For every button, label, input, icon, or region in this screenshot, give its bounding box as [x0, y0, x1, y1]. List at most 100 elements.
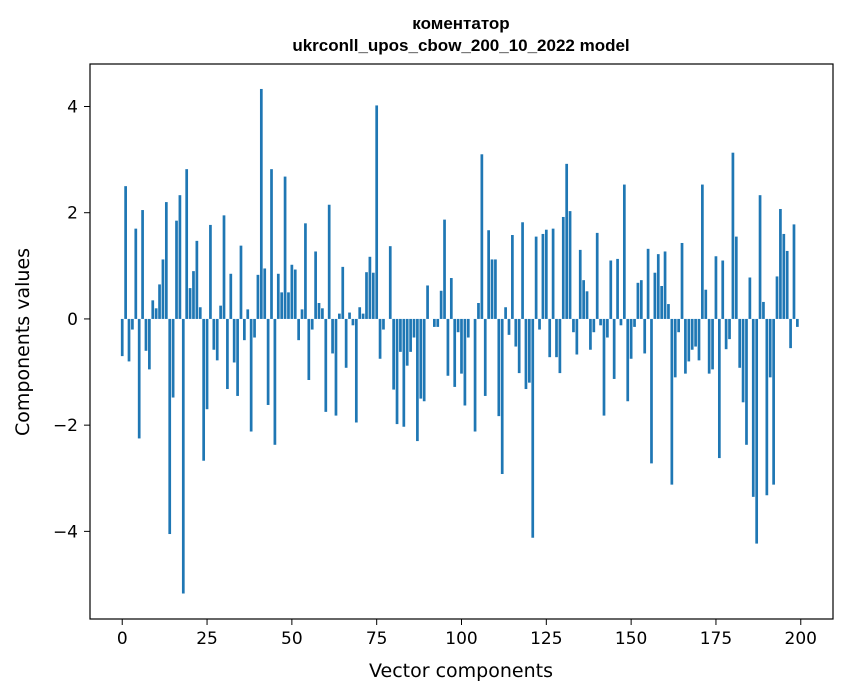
bar-130	[561, 216, 565, 319]
bar-0	[120, 318, 124, 357]
bar-171	[701, 184, 704, 319]
bar-22	[195, 240, 199, 319]
bar-38	[249, 318, 253, 432]
bar-28	[215, 318, 219, 361]
bar-47	[280, 292, 284, 319]
bar-194	[779, 208, 782, 319]
bar-74	[371, 272, 375, 319]
x-tick-label: 175	[700, 629, 732, 649]
bar-11	[158, 284, 161, 319]
bar-10	[154, 308, 158, 319]
bar-7	[144, 318, 148, 351]
bar-15	[171, 318, 175, 398]
bar-156	[650, 318, 653, 464]
x-tick-label: 150	[615, 629, 647, 649]
bar-13	[164, 202, 168, 319]
bar-117	[517, 318, 521, 374]
bar-182	[738, 318, 742, 368]
x-tick-label: 50	[281, 629, 303, 649]
bar-54	[304, 223, 307, 319]
bar-116	[514, 318, 518, 347]
bar-192	[772, 318, 775, 485]
bar-152	[636, 282, 640, 319]
chart-title-line1: коментатор	[412, 14, 509, 33]
bar-92	[433, 318, 436, 327]
bar-187	[755, 318, 759, 544]
bar-25	[205, 318, 209, 410]
bar-33	[232, 318, 236, 363]
bar-35	[239, 245, 243, 319]
bar-133	[572, 318, 575, 333]
bar-110	[494, 259, 497, 319]
bar-73	[368, 256, 372, 319]
bar-5	[137, 318, 141, 439]
bar-101	[463, 318, 467, 406]
bar-104	[473, 318, 477, 432]
bar-197	[789, 318, 792, 349]
bar-158	[656, 254, 660, 319]
bar-99	[456, 318, 460, 333]
bar-9	[151, 300, 155, 319]
bar-70	[358, 307, 362, 319]
bar-17	[178, 195, 182, 319]
bar-140	[595, 232, 599, 319]
bar-68	[351, 318, 355, 326]
x-tick-label: 200	[785, 629, 817, 649]
bar-100	[460, 318, 463, 374]
bar-60	[324, 318, 328, 412]
bar-199	[796, 318, 799, 327]
bar-146	[616, 258, 619, 319]
bar-51	[293, 269, 297, 319]
bar-24	[202, 318, 206, 461]
y-tick-label: 2	[67, 204, 78, 224]
bar-21	[192, 271, 195, 319]
bar-80	[392, 318, 395, 390]
bar-162	[670, 318, 674, 485]
y-tick-label: −4	[53, 522, 78, 542]
bar-98	[453, 318, 457, 387]
x-tick-label: 75	[366, 629, 388, 649]
bar-41	[259, 88, 263, 319]
bar-149	[626, 318, 630, 402]
x-tick-label: 25	[196, 629, 218, 649]
bar-97	[449, 278, 453, 319]
y-tick-label: 4	[67, 97, 78, 117]
x-axis-ticks: 0 25 50 75 100 125 150 175 200	[117, 619, 817, 649]
bar-175	[714, 256, 718, 319]
bar-127	[551, 228, 555, 319]
bar-43	[266, 318, 270, 405]
bar-159	[660, 286, 664, 319]
bar-190	[765, 318, 769, 496]
bar-96	[446, 318, 450, 376]
bar-150	[629, 318, 633, 359]
bar-95	[443, 219, 446, 319]
bar-193	[775, 276, 779, 319]
bar-160	[663, 251, 667, 319]
bar-8	[148, 318, 151, 370]
bar-139	[592, 318, 596, 333]
bar-58	[317, 303, 321, 319]
plot-frame	[89, 63, 834, 620]
bar-157	[653, 272, 657, 319]
bar-129	[558, 318, 562, 374]
bar-170	[697, 318, 701, 361]
bar-115	[511, 235, 514, 319]
bar-174	[711, 318, 714, 370]
y-axis-ticks: −4 −2 0 2 4	[53, 97, 90, 542]
chart-title-line2: ukrconll_upos_cbow_200_10_2022 model	[292, 36, 629, 55]
bar-50	[290, 264, 294, 319]
bar-118	[521, 222, 524, 319]
bar-106	[480, 154, 484, 319]
bar-29	[219, 305, 222, 319]
bar-63	[334, 318, 338, 416]
bar-44	[270, 169, 273, 319]
bar-195	[782, 233, 786, 319]
x-tick-label: 100	[445, 629, 477, 649]
bar-196	[785, 250, 789, 319]
bar-114	[507, 318, 511, 335]
bar-36	[243, 318, 246, 341]
bar-125	[544, 229, 548, 319]
bar-167	[687, 318, 691, 362]
bars-group	[120, 88, 799, 594]
